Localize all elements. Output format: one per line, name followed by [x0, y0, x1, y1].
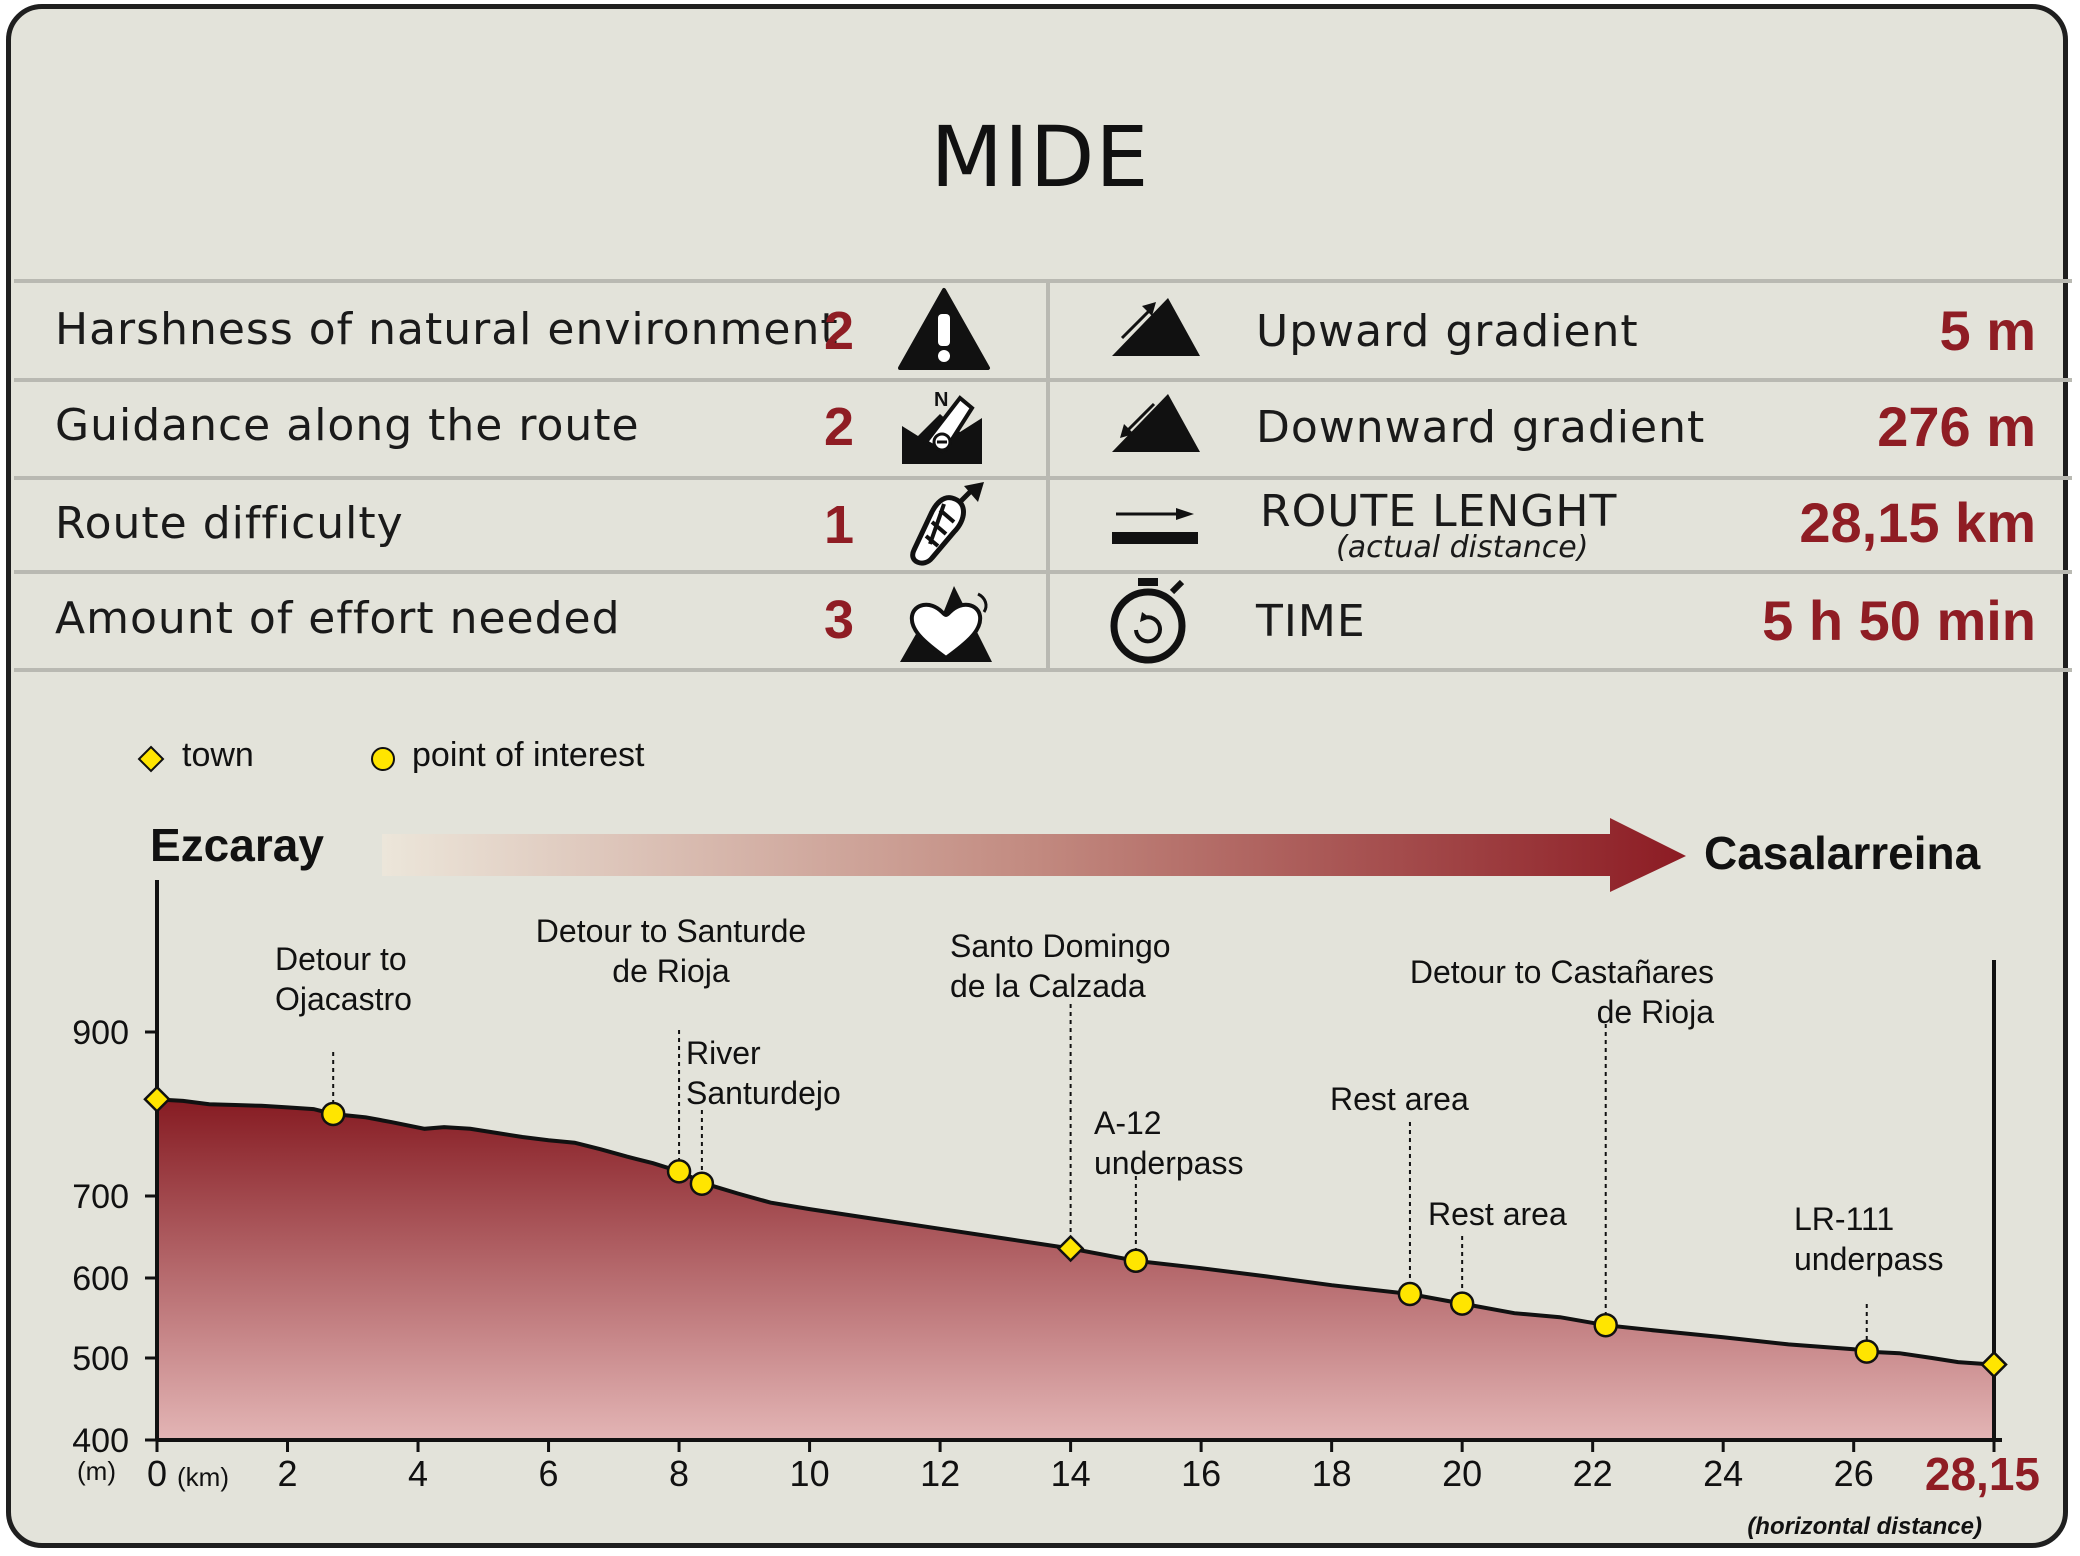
- route-end-label: Casalarreina: [1704, 827, 1981, 879]
- town-marker: [143, 1085, 171, 1114]
- x-tick-label: 18: [1312, 1453, 1352, 1494]
- mide-label-effort: Amount of effort needed: [55, 593, 621, 644]
- x-tick-label: 0: [147, 1453, 167, 1494]
- poi-label: Rest area: [1330, 1081, 1469, 1117]
- x-tick-label: 14: [1051, 1453, 1091, 1494]
- poi-label: underpass: [1094, 1145, 1243, 1181]
- elevation-area: [157, 1099, 1994, 1440]
- compass-map-icon: N: [902, 389, 982, 464]
- svg-text:N: N: [934, 389, 948, 411]
- x-tick-label: 6: [539, 1453, 559, 1494]
- y-tick-label: 700: [72, 1178, 129, 1216]
- route-length-icon: [1112, 508, 1198, 544]
- town-label: Santo Domingo: [950, 928, 1171, 964]
- legend-poi-marker: [371, 747, 395, 771]
- table-column-divider: [1046, 281, 1050, 669]
- poi-label: River: [686, 1035, 761, 1071]
- x-tick-label: 10: [790, 1453, 830, 1494]
- x-axis-end-note: (horizontal distance): [1747, 1513, 1982, 1540]
- town-marker: [1980, 1350, 2008, 1379]
- legend-town-label: town: [182, 736, 254, 774]
- time-value: 5 h 50 min: [1762, 589, 2036, 652]
- mide-score-effort: 3: [824, 590, 855, 650]
- x-tick-label: 2: [277, 1453, 297, 1494]
- table-divider: [14, 378, 2072, 382]
- poi-label: Rest area: [1428, 1196, 1567, 1232]
- x-tick-label: 8: [669, 1453, 689, 1494]
- poi-marker: [1593, 1312, 1618, 1338]
- poi-marker: [1123, 1248, 1149, 1274]
- poi-label: Detour to Santurde: [536, 913, 806, 949]
- y-tick-label: 500: [72, 1340, 129, 1378]
- x-tick-label: 24: [1703, 1453, 1743, 1494]
- mide-score-harshness: 2: [824, 301, 855, 361]
- mide-score-guidance: 2: [824, 397, 855, 457]
- poi-label: de Rioja: [612, 953, 730, 989]
- poi-label: Santurdejo: [686, 1075, 841, 1111]
- downward-gradient-label: Downward gradient: [1256, 402, 1706, 453]
- poi-marker: [320, 1101, 346, 1127]
- mide-label-guidance: Guidance along the route: [55, 400, 640, 451]
- y-tick-label: 900: [72, 1014, 129, 1052]
- legend-poi-label: point of interest: [412, 736, 645, 774]
- poi-label: underpass: [1794, 1241, 1943, 1277]
- x-tick-label: 16: [1181, 1453, 1221, 1494]
- mide-label-difficulty: Route difficulty: [55, 498, 404, 549]
- poi-label: A-12: [1094, 1105, 1162, 1141]
- x-axis-unit: (km): [177, 1462, 229, 1492]
- upward-gradient-icon: [1112, 298, 1200, 356]
- downward-gradient-value: 276 m: [1877, 395, 2036, 458]
- x-tick-label: 4: [408, 1453, 428, 1494]
- route-length-value: 28,15 km: [1799, 491, 2036, 554]
- route-start-label: Ezcaray: [150, 819, 324, 871]
- poi-marker: [689, 1171, 715, 1196]
- legend-town-marker: [137, 745, 165, 773]
- poi-label: LR-111: [1794, 1201, 1894, 1237]
- route-length-sublabel: (actual distance): [1336, 530, 1589, 565]
- poi-label: Detour to: [275, 941, 407, 977]
- route-length-label: ROUTE LENGHT: [1260, 486, 1618, 537]
- poi-marker: [1397, 1281, 1423, 1307]
- poi-label: Detour to Castañares: [1410, 954, 1714, 990]
- poi-marker: [1449, 1291, 1475, 1316]
- upward-gradient-label: Upward gradient: [1256, 306, 1639, 357]
- direction-arrow: [382, 818, 1686, 892]
- y-axis-unit: (m): [77, 1456, 116, 1486]
- town-marker: [1056, 1234, 1085, 1263]
- x-axis-end-label: 28,15: [1925, 1448, 2040, 1500]
- poi-marker: [666, 1159, 692, 1184]
- mide-label-harshness: Harshness of natural environment: [55, 304, 839, 355]
- table-divider: [14, 570, 2072, 574]
- table-divider: [14, 668, 2072, 672]
- x-tick-label: 26: [1834, 1453, 1874, 1494]
- x-tick-label: 12: [920, 1453, 960, 1494]
- heart-mountain-icon: [900, 586, 992, 662]
- mide-score-difficulty: 1: [824, 495, 855, 555]
- table-divider: [14, 476, 2072, 480]
- x-tick-label: 20: [1442, 1453, 1482, 1494]
- table-divider: [14, 279, 2072, 283]
- poi-marker: [1854, 1339, 1879, 1364]
- poi-label: de Rioja: [1597, 994, 1715, 1030]
- time-label: TIME: [1256, 596, 1366, 647]
- page-title: MIDE: [930, 108, 1150, 206]
- town-label: de la Calzada: [950, 968, 1146, 1004]
- x-tick-label: 22: [1573, 1453, 1613, 1494]
- downward-gradient-icon: [1112, 394, 1200, 452]
- warning-triangle-icon: [898, 288, 990, 370]
- stopwatch-icon: [1110, 578, 1186, 664]
- upward-gradient-value: 5 m: [1939, 299, 2037, 362]
- poi-label: Ojacastro: [275, 981, 412, 1017]
- y-tick-label: 400: [72, 1422, 129, 1460]
- footprint-icon: [910, 482, 984, 566]
- y-tick-label: 600: [72, 1260, 129, 1298]
